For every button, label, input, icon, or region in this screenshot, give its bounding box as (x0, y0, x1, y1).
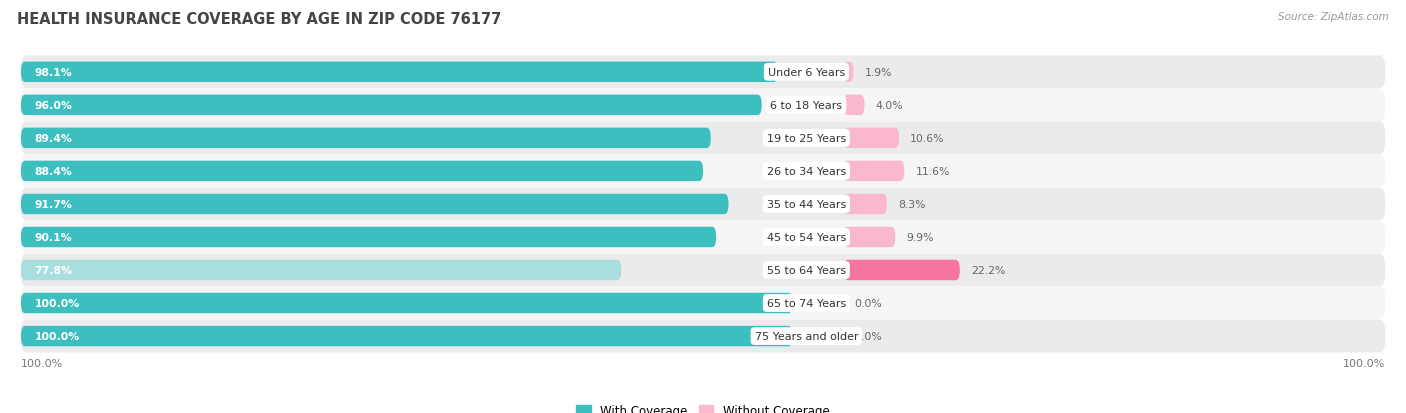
Text: 98.1%: 98.1% (35, 68, 73, 78)
FancyBboxPatch shape (21, 227, 716, 248)
Text: 100.0%: 100.0% (35, 298, 80, 308)
FancyBboxPatch shape (21, 320, 1385, 353)
FancyBboxPatch shape (844, 161, 904, 182)
Text: Source: ZipAtlas.com: Source: ZipAtlas.com (1278, 12, 1389, 22)
Text: 65 to 74 Years: 65 to 74 Years (766, 298, 846, 308)
Legend: With Coverage, Without Coverage: With Coverage, Without Coverage (572, 399, 834, 413)
Text: 19 to 25 Years: 19 to 25 Years (766, 133, 846, 144)
Text: 100.0%: 100.0% (35, 331, 80, 341)
Text: 8.3%: 8.3% (898, 199, 925, 209)
Text: 10.6%: 10.6% (910, 133, 945, 144)
Text: 55 to 64 Years: 55 to 64 Years (766, 265, 846, 275)
Text: 0.0%: 0.0% (855, 331, 883, 341)
FancyBboxPatch shape (844, 128, 898, 149)
Text: 89.4%: 89.4% (35, 133, 73, 144)
FancyBboxPatch shape (844, 227, 896, 248)
Text: 0.0%: 0.0% (855, 298, 883, 308)
FancyBboxPatch shape (21, 326, 793, 347)
FancyBboxPatch shape (21, 128, 711, 149)
Text: 100.0%: 100.0% (21, 358, 63, 368)
FancyBboxPatch shape (844, 62, 853, 83)
FancyBboxPatch shape (21, 188, 1385, 221)
Text: 6 to 18 Years: 6 to 18 Years (770, 101, 842, 111)
FancyBboxPatch shape (21, 254, 1385, 287)
FancyBboxPatch shape (21, 56, 1385, 89)
FancyBboxPatch shape (844, 194, 887, 215)
Text: 90.1%: 90.1% (35, 233, 73, 242)
Text: HEALTH INSURANCE COVERAGE BY AGE IN ZIP CODE 76177: HEALTH INSURANCE COVERAGE BY AGE IN ZIP … (17, 12, 501, 27)
FancyBboxPatch shape (21, 287, 1385, 320)
Text: 88.4%: 88.4% (35, 166, 73, 176)
FancyBboxPatch shape (21, 122, 1385, 155)
FancyBboxPatch shape (21, 194, 728, 215)
FancyBboxPatch shape (21, 260, 621, 280)
Text: 77.8%: 77.8% (35, 265, 73, 275)
Text: 45 to 54 Years: 45 to 54 Years (766, 233, 846, 242)
FancyBboxPatch shape (21, 62, 778, 83)
FancyBboxPatch shape (21, 89, 1385, 122)
Text: 22.2%: 22.2% (970, 265, 1005, 275)
FancyBboxPatch shape (21, 155, 1385, 188)
Text: 9.9%: 9.9% (907, 233, 934, 242)
Text: 75 Years and older: 75 Years and older (755, 331, 858, 341)
Text: 96.0%: 96.0% (35, 101, 73, 111)
Text: 26 to 34 Years: 26 to 34 Years (766, 166, 846, 176)
Text: Under 6 Years: Under 6 Years (768, 68, 845, 78)
Text: 100.0%: 100.0% (1343, 358, 1385, 368)
Text: 11.6%: 11.6% (915, 166, 949, 176)
FancyBboxPatch shape (21, 221, 1385, 254)
FancyBboxPatch shape (21, 95, 762, 116)
Text: 91.7%: 91.7% (35, 199, 73, 209)
FancyBboxPatch shape (844, 95, 865, 116)
FancyBboxPatch shape (21, 161, 703, 182)
Text: 1.9%: 1.9% (865, 68, 891, 78)
FancyBboxPatch shape (844, 260, 960, 280)
Text: 35 to 44 Years: 35 to 44 Years (766, 199, 846, 209)
Text: 4.0%: 4.0% (876, 101, 903, 111)
FancyBboxPatch shape (21, 293, 793, 313)
